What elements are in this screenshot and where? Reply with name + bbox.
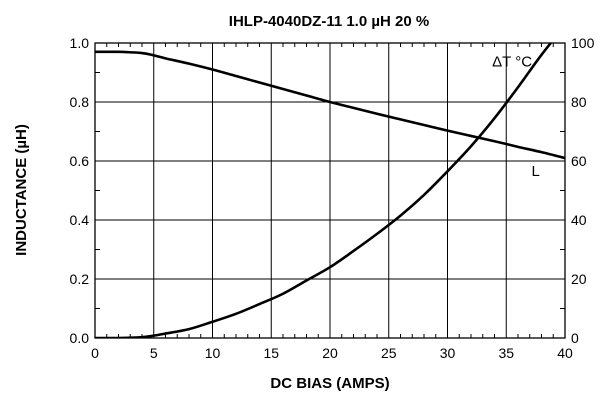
x-tick-labels: 0 5 10 15 20 25 30 35 40	[91, 345, 573, 361]
y2-tick-label: 60	[571, 153, 587, 169]
x-tick-label: 40	[557, 345, 573, 361]
x-axis-label: DC BIAS (AMPS)	[270, 375, 389, 392]
y-tick-label: 1.0	[70, 35, 90, 51]
y2-tick-labels: 0 20 40 60 80 100	[571, 35, 595, 346]
y-tick-label: 0.6	[70, 153, 90, 169]
y-tick-label: 0.2	[70, 271, 90, 287]
x-tick-label: 20	[322, 345, 338, 361]
y2-tick-label: 100	[571, 35, 595, 51]
minor-ticks	[95, 43, 565, 338]
x-tick-label: 15	[263, 345, 279, 361]
series-annotation: L	[531, 163, 539, 180]
series-lines	[95, 43, 565, 338]
y2-tick-label: 20	[571, 271, 587, 287]
x-tick-label: 35	[498, 345, 514, 361]
grid	[95, 43, 565, 338]
y-tick-labels: 0.0 0.2 0.4 0.6 0.8 1.0	[70, 35, 90, 346]
series-annotation: ΔT °C	[492, 54, 532, 71]
y2-tick-label: 80	[571, 94, 587, 110]
x-tick-label: 25	[381, 345, 397, 361]
series-line-inductance	[95, 50, 565, 160]
y-tick-label: 0.8	[70, 94, 90, 110]
y-tick-label: 0.0	[70, 330, 90, 346]
y-tick-label: 0.4	[70, 212, 90, 228]
chart-title: IHLP-4040DZ-11 1.0 µH 20 %	[229, 13, 429, 30]
annotations: ΔT °C L	[492, 54, 540, 180]
y2-tick-label: 0	[571, 330, 579, 346]
x-tick-label: 10	[205, 345, 221, 361]
plot-frame	[94, 42, 566, 339]
x-tick-label: 30	[440, 345, 456, 361]
x-tick-label: 5	[150, 345, 158, 361]
y-axis-label: INDUCTANCE (µH)	[13, 124, 30, 256]
y2-tick-label: 40	[571, 212, 587, 228]
x-tick-label: 0	[91, 345, 99, 361]
series-line-temperature	[95, 43, 553, 338]
